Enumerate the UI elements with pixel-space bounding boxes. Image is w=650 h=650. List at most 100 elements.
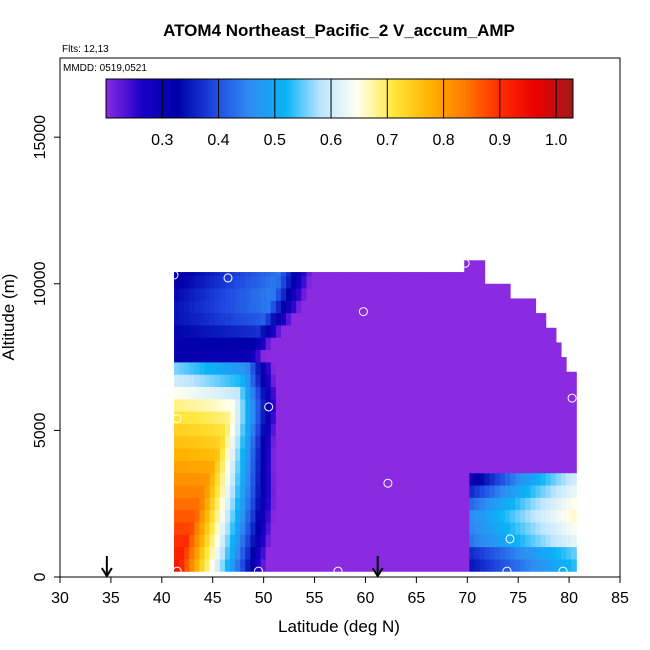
heatmap-cell xyxy=(184,546,190,560)
heatmap-cell xyxy=(560,484,567,498)
heatmap-cell xyxy=(474,386,481,400)
colorbar-swatch xyxy=(351,79,355,118)
colorbar-swatch xyxy=(365,79,370,118)
heatmap-cell xyxy=(408,312,414,326)
heatmap-cell xyxy=(316,497,323,511)
colorbar-swatch xyxy=(514,79,519,118)
colorbar-swatch xyxy=(427,79,431,118)
heatmap-cell xyxy=(214,300,221,314)
heatmap-cell xyxy=(469,300,475,314)
heatmap-cell xyxy=(306,275,313,289)
heatmap-cell xyxy=(438,324,445,338)
heatmap-cell xyxy=(245,300,251,314)
heatmap-cell xyxy=(469,287,475,301)
heatmap-cell xyxy=(255,411,262,424)
heatmap-cell xyxy=(484,558,491,572)
heatmap-cell xyxy=(250,324,257,338)
heatmap-cell xyxy=(525,460,531,474)
heatmap-cell xyxy=(250,497,257,511)
heatmap-cell xyxy=(433,534,440,548)
colorbar-swatch xyxy=(132,79,136,118)
heatmap-cell xyxy=(321,509,328,523)
heatmap-cell xyxy=(336,435,343,449)
heatmap-cell xyxy=(377,312,384,326)
heatmap-cell xyxy=(443,361,450,375)
heatmap-cell xyxy=(403,337,409,351)
heatmap-cell xyxy=(235,324,241,338)
heatmap-cell xyxy=(260,497,267,511)
heatmap-cell xyxy=(301,324,307,338)
heatmap-cell xyxy=(540,460,547,474)
heatmap-cell xyxy=(469,423,475,437)
heatmap-cell xyxy=(520,534,526,548)
profile-marker xyxy=(358,307,368,317)
heatmap-cell xyxy=(275,386,282,400)
heatmap-cell xyxy=(240,272,246,277)
heatmap-cell xyxy=(301,312,307,326)
heatmap-cell xyxy=(189,546,195,560)
heatmap-cell xyxy=(199,312,206,326)
heatmap-cell xyxy=(418,472,425,486)
heatmap-cell xyxy=(291,411,297,424)
heatmap-cell xyxy=(230,300,236,314)
heatmap-cell xyxy=(326,337,333,351)
heatmap-cell xyxy=(448,386,455,400)
heatmap-cell xyxy=(448,287,455,301)
heatmap-cell xyxy=(230,287,236,301)
heatmap-cell xyxy=(428,349,435,363)
heatmap-cell xyxy=(413,534,419,548)
heatmap-cell xyxy=(392,534,399,548)
heatmap-cell xyxy=(408,300,414,314)
heatmap-cell xyxy=(418,435,425,449)
heatmap-cell xyxy=(336,534,343,548)
colorbar-swatch xyxy=(231,79,235,118)
heatmap-cell xyxy=(214,447,221,461)
heatmap-cell xyxy=(235,374,241,388)
heatmap-cell xyxy=(357,509,363,523)
heatmap-cell xyxy=(362,287,369,301)
colorbar-swatch xyxy=(202,79,206,118)
heatmap-cell xyxy=(443,472,450,486)
heatmap-cell xyxy=(301,497,307,511)
colorbar-swatch xyxy=(537,79,542,118)
heatmap-cell xyxy=(204,312,211,326)
flight-arrows xyxy=(100,556,384,578)
heatmap-cell xyxy=(204,275,211,289)
heatmap-cell xyxy=(179,349,185,363)
heatmap-cell xyxy=(306,324,313,338)
heatmap-cell xyxy=(494,472,501,486)
heatmap-cell xyxy=(342,435,348,449)
heatmap-cell xyxy=(367,435,374,449)
heatmap-cell xyxy=(189,497,195,511)
heatmap-cell xyxy=(209,287,216,301)
heatmap-cell xyxy=(479,411,486,424)
heatmap-cell xyxy=(499,447,506,461)
heatmap-cell xyxy=(357,484,363,498)
heatmap-cell xyxy=(209,423,216,437)
heatmap-cell xyxy=(464,509,470,523)
heatmap-cell xyxy=(428,472,435,486)
heatmap-cell xyxy=(494,312,501,326)
heatmap-cell xyxy=(250,398,257,412)
heatmap-cell xyxy=(520,558,526,572)
heatmap-cell xyxy=(275,484,282,498)
heatmap-cell xyxy=(423,521,430,535)
heatmap-cell xyxy=(321,361,328,375)
heatmap-cell xyxy=(230,558,236,572)
heatmap-cell xyxy=(204,460,211,474)
heatmap-cell xyxy=(530,386,537,400)
heatmap-cell xyxy=(418,374,425,388)
colorbar-swatch xyxy=(135,79,139,118)
heatmap-cell xyxy=(204,386,211,400)
heatmap-cell xyxy=(326,300,333,314)
heatmap-cell xyxy=(423,300,430,314)
heatmap-cell xyxy=(377,484,384,498)
heatmap-cell xyxy=(219,374,226,388)
heatmap-cell xyxy=(566,484,572,498)
heatmap-cell xyxy=(326,558,333,572)
heatmap-cell xyxy=(270,300,277,314)
heatmap-cell xyxy=(270,521,277,535)
heatmap-cell xyxy=(382,398,389,412)
heatmap-cell xyxy=(469,349,475,363)
heatmap-cell xyxy=(321,349,328,363)
